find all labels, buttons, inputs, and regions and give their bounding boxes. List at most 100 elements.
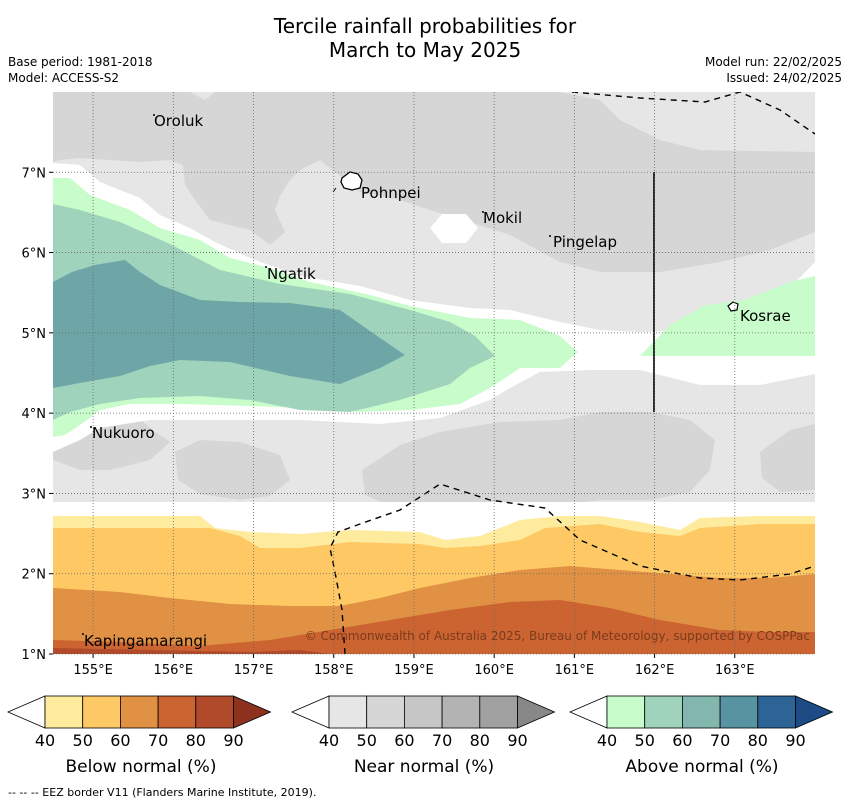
copyright-notice: © Commonwealth of Australia 2025, Bureau… <box>305 629 810 643</box>
eez-footnote: -- -- -- EEZ border V11 (Flanders Marine… <box>8 786 317 799</box>
legend-below-normal: 40 50 60 70 80 90 <box>6 695 272 750</box>
legend-label-near-normal: Near normal (%) <box>354 757 494 777</box>
probability-field <box>53 92 815 654</box>
y-tick-label: 3°N <box>22 487 47 502</box>
legend-lower-extension <box>290 695 330 729</box>
legend-lower-extension <box>6 695 46 729</box>
legend-above-normal: 40 50 60 70 80 90 <box>568 695 834 750</box>
legend-tick-label: 70 <box>432 731 452 750</box>
model-run: Model run: 22/02/2025 <box>704 55 842 69</box>
legend-tick-label: 80 <box>470 731 490 750</box>
legend-lower-extension <box>568 695 608 729</box>
legend-tick-label: 40 <box>35 731 55 750</box>
legend-upper-extension <box>795 695 834 729</box>
legend-swatch <box>719 695 759 729</box>
legend-tick-label: 90 <box>223 731 243 750</box>
legend-near-normal: 40 50 60 70 80 90 <box>290 695 556 750</box>
legend-swatch <box>366 695 405 729</box>
place-label-pingelap: Pingelap <box>553 233 617 251</box>
x-tick-label: 159°E <box>394 663 434 678</box>
ngatik-atoll-mark <box>265 266 267 268</box>
map-ticks: 155°E 156°E 157°E 158°E 159°E 160°E 161°E 162°E… <box>22 166 755 678</box>
above-normal-60-region <box>53 260 405 388</box>
rainfall-map: 155°E 156°E 157°E 158°E 159°E 160°E 161°E 162°E… <box>22 92 815 678</box>
x-tick-label: 155°E <box>73 663 113 678</box>
model-name: Model: ACCESS-S2 <box>8 71 120 85</box>
x-tick-label: 162°E <box>635 663 675 678</box>
kosrae-island <box>727 301 739 312</box>
legend-tick-label: 40 <box>597 731 617 750</box>
base-period: Base period: 1981-2018 <box>8 55 153 69</box>
legend-swatch <box>44 695 84 729</box>
below-normal-80-region <box>53 648 330 654</box>
legend-tick-label: 60 <box>672 731 692 750</box>
x-tick-label: 161°E <box>555 663 595 678</box>
mokil-atoll-mark <box>482 211 484 213</box>
place-label-ngatik: Ngatik <box>267 265 316 283</box>
legend-swatch <box>82 695 121 729</box>
legend-upper-extension <box>517 695 556 729</box>
legend-tick-label: 60 <box>110 731 130 750</box>
x-tick-label: 158°E <box>314 663 354 678</box>
eez-border-south <box>329 483 815 654</box>
chart-title-line1: Tercile rainfall probabilities for <box>273 14 577 38</box>
legend-colorbars: 40 50 60 70 80 90 40 50 60 70 80 90 40 50 60 70 80 90 B… <box>6 695 834 777</box>
kapingamarangi-atoll-mark <box>82 633 84 635</box>
place-labels: Oroluk Pohnpei Mokil Pingelap Ngatik Kos… <box>84 112 791 650</box>
chart-title-line2: March to May 2025 <box>328 38 522 62</box>
near-normal-50-region-central <box>362 412 715 514</box>
nukuoro-atoll-mark <box>90 426 92 428</box>
legend-tick-label: 60 <box>394 731 414 750</box>
above-normal-40-region-east <box>640 276 815 356</box>
legend-tick-label: 80 <box>186 731 206 750</box>
x-tick-label: 160°E <box>474 663 514 678</box>
eez-border-north <box>571 92 815 135</box>
y-tick-label: 7°N <box>22 166 47 181</box>
y-tick-label: 5°N <box>22 327 47 342</box>
legend-tick-label: 40 <box>319 731 339 750</box>
place-label-oroluk: Oroluk <box>154 112 203 130</box>
legend-label-below-normal: Below normal (%) <box>66 757 217 777</box>
y-tick-label: 2°N <box>22 568 47 583</box>
below-normal-70-region <box>53 600 815 654</box>
y-tick-label: 4°N <box>22 407 47 422</box>
issued-date: Issued: 24/02/2025 <box>726 71 842 85</box>
legend-swatch <box>157 695 197 729</box>
legend-tick-label: 50 <box>73 731 93 750</box>
x-tick-label: 163°E <box>715 663 755 678</box>
legend-upper-extension <box>233 695 272 729</box>
pingelap-atoll-mark <box>549 235 551 237</box>
pohnpei-island <box>340 171 363 191</box>
y-tick-label: 1°N <box>22 648 47 663</box>
legend-swatch <box>644 695 683 729</box>
oroluk-atoll-mark <box>153 114 155 116</box>
legend-tick-label: 50 <box>357 731 377 750</box>
legend-swatch <box>120 695 159 729</box>
near-normal-50-region-south <box>175 440 290 500</box>
place-label-mokil: Mokil <box>483 209 522 227</box>
legend-tick-label: 90 <box>507 731 527 750</box>
legend-tick-label: 70 <box>148 731 168 750</box>
legend-swatch <box>757 695 796 729</box>
legend-swatch <box>479 695 518 729</box>
map-gridlines <box>53 92 815 655</box>
legend-tick-label: 70 <box>710 731 730 750</box>
near-normal-50-region-east <box>760 424 815 492</box>
x-tick-label: 156°E <box>154 663 194 678</box>
near-normal-50-region-north <box>53 92 815 272</box>
place-label-nukuoro: Nukuoro <box>92 424 155 442</box>
place-label-kosrae: Kosrae <box>740 307 791 325</box>
legend-swatch <box>328 695 368 729</box>
y-tick-label: 6°N <box>22 247 47 262</box>
legend-label-above-normal: Above normal (%) <box>625 757 778 777</box>
place-label-kapingamarangi: Kapingamarangi <box>84 632 207 650</box>
place-label-pohnpei: Pohnpei <box>361 184 421 202</box>
legend-swatch <box>606 695 646 729</box>
near-normal-50-region-mokil <box>430 214 478 243</box>
legend-swatch <box>441 695 481 729</box>
x-tick-label: 157°E <box>234 663 274 678</box>
legend-tick-label: 50 <box>635 731 655 750</box>
legend-tick-label: 80 <box>748 731 768 750</box>
legend-swatch <box>403 695 443 729</box>
legend-swatch <box>195 695 234 729</box>
